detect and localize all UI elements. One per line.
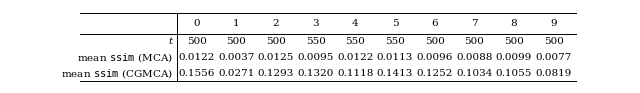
Text: 550: 550: [385, 37, 405, 46]
Text: mean $\mathtt{ssim}$ (MCA): mean $\mathtt{ssim}$ (MCA): [77, 51, 173, 64]
Text: 0.1413: 0.1413: [377, 69, 413, 78]
Text: 0.1320: 0.1320: [298, 69, 334, 78]
Text: 0.0095: 0.0095: [298, 53, 334, 62]
Text: 0.0088: 0.0088: [456, 53, 493, 62]
Text: 500: 500: [187, 37, 207, 46]
Text: 4: 4: [352, 19, 358, 28]
Text: 0.0122: 0.0122: [179, 53, 215, 62]
Text: 500: 500: [544, 37, 564, 46]
Text: 0.0077: 0.0077: [536, 53, 572, 62]
Text: 500: 500: [504, 37, 524, 46]
Text: 6: 6: [431, 19, 438, 28]
Text: 5: 5: [392, 19, 398, 28]
Text: 500: 500: [465, 37, 484, 46]
Text: 0.1556: 0.1556: [179, 69, 215, 78]
Text: 0.0099: 0.0099: [496, 53, 532, 62]
Text: 0.0113: 0.0113: [377, 53, 413, 62]
Text: mean $\mathtt{ssim}$ (CGMCA): mean $\mathtt{ssim}$ (CGMCA): [61, 67, 173, 80]
Text: 9: 9: [550, 19, 557, 28]
Text: 0.1034: 0.1034: [456, 69, 493, 78]
Text: 0.0122: 0.0122: [337, 53, 374, 62]
Text: 0.1055: 0.1055: [496, 69, 532, 78]
Text: 500: 500: [266, 37, 286, 46]
Text: 0.1252: 0.1252: [417, 69, 453, 78]
Text: 500: 500: [425, 37, 445, 46]
Text: 0.0096: 0.0096: [417, 53, 453, 62]
Text: 0.0271: 0.0271: [218, 69, 255, 78]
Text: 2: 2: [273, 19, 279, 28]
Text: 0.1293: 0.1293: [258, 69, 294, 78]
Text: 0.0037: 0.0037: [218, 53, 255, 62]
Text: 7: 7: [471, 19, 477, 28]
Text: 550: 550: [306, 37, 326, 46]
Text: 0.0819: 0.0819: [536, 69, 572, 78]
Text: 500: 500: [227, 37, 246, 46]
Text: 550: 550: [346, 37, 365, 46]
Text: 8: 8: [511, 19, 517, 28]
Text: 0.1118: 0.1118: [337, 69, 374, 78]
Text: 0.0125: 0.0125: [258, 53, 294, 62]
Text: 0: 0: [193, 19, 200, 28]
Text: 1: 1: [233, 19, 239, 28]
Text: t: t: [168, 37, 173, 46]
Text: 3: 3: [312, 19, 319, 28]
